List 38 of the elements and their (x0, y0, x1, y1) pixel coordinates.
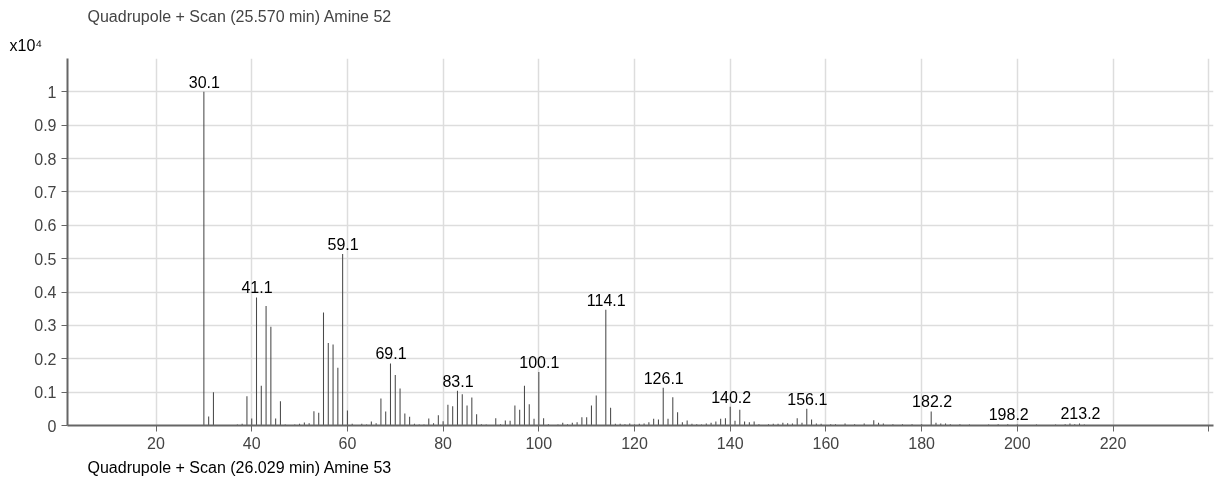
y-tick-label: 0.8 (34, 150, 57, 168)
y-tick-label: 0 (47, 417, 57, 435)
text: Quadrupole + Scan (26.029 min) Amine 53 (87, 458, 392, 476)
y-tick-label: 0.7 (34, 183, 57, 201)
x-tick-label: 200 (1003, 434, 1031, 452)
x-tick-label: 40 (242, 434, 261, 452)
annotation: 198.2 (988, 406, 1029, 424)
y-tick-label: 0.5 (34, 250, 57, 268)
chart-title: Quadrupole + Scan (25.570 min) Amine 52 (87, 7, 392, 25)
y-tick-label: 0.1 (34, 384, 57, 402)
y-tick-label: 1 (47, 83, 57, 101)
x-tick-label: 60 (338, 434, 357, 452)
annotation: 213.2 (1060, 405, 1101, 423)
annotation: 126.1 (643, 369, 684, 387)
x-tick-label: 100 (525, 434, 553, 452)
annotation: 100.1 (519, 354, 560, 372)
annotation: 69.1 (375, 345, 407, 363)
x-tick-label: 80 (434, 434, 453, 452)
x-tick-label: 220 (1099, 434, 1127, 452)
y-tick-label: 0.6 (34, 217, 57, 235)
annotation: 156.1 (787, 390, 828, 408)
x-tick-label: 140 (716, 434, 744, 452)
y-tick-label: 0.4 (34, 284, 57, 302)
annotation: 41.1 (241, 279, 273, 297)
annotation: 59.1 (327, 236, 359, 254)
annotation: 114.1 (586, 291, 626, 309)
x-tick-label: 120 (621, 434, 648, 452)
y-tick-label: 0.9 (34, 117, 57, 135)
y-tick-label: 0.3 (34, 317, 57, 335)
annotation: 182.2 (912, 393, 953, 411)
y-axis-title: x10⁴ (9, 36, 43, 54)
annotation: 30.1 (188, 73, 221, 91)
annotation: 140.2 (711, 388, 752, 406)
x-tick-label: 160 (812, 434, 840, 452)
y-tick-label: 0.2 (34, 350, 57, 368)
x-tick-label: 20 (147, 434, 166, 452)
annotation: 83.1 (442, 372, 474, 390)
x-tick-label: 180 (908, 434, 936, 452)
